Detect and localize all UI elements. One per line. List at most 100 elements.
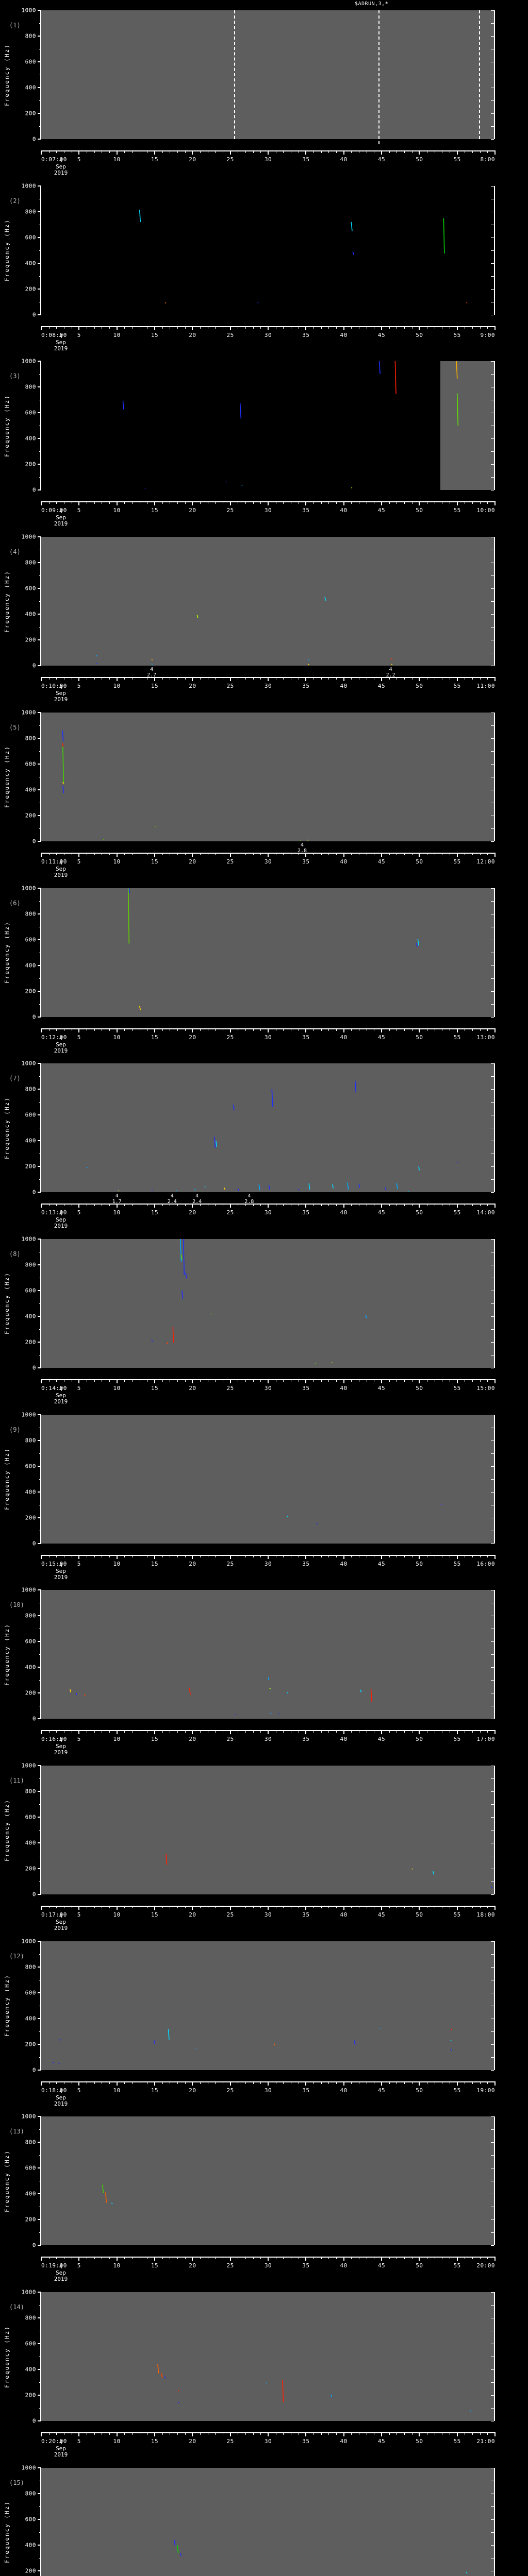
x-minor-tick <box>245 852 246 855</box>
x-minor-tick <box>200 2257 201 2260</box>
detection-trace <box>273 2043 276 2046</box>
y-tick <box>38 2518 41 2520</box>
detection-trace <box>204 1186 206 1188</box>
x-tick <box>229 1204 231 1208</box>
detection-traces <box>102 2184 113 2205</box>
x-tick <box>229 1554 231 1559</box>
detection-trace <box>391 664 393 666</box>
x-tick-label: 15 <box>151 2438 159 2445</box>
x-tick-label: 20 <box>189 156 196 163</box>
y-tick-label: 1000 <box>21 885 36 891</box>
y-tick <box>38 2193 41 2195</box>
x-minor-tick <box>124 1204 125 1207</box>
x-minor-tick <box>200 150 201 153</box>
y-tick <box>38 1667 41 1668</box>
x-tick-label-start: 0:16:00 <box>41 1736 67 1743</box>
x-minor-tick <box>245 150 246 153</box>
y-tick-label: 800 <box>25 1788 36 1795</box>
x-tick-label: 10 <box>113 1033 121 1041</box>
x-tick <box>456 150 458 155</box>
x-tick-label: 25 <box>226 2087 234 2094</box>
x-minor-tick <box>109 1906 110 1908</box>
x-minor-tick <box>48 1554 50 1557</box>
panel-number: (3) <box>9 372 21 380</box>
detection-trace <box>450 2039 452 2041</box>
x-tick <box>268 326 269 330</box>
x-minor-tick <box>389 2432 390 2435</box>
x-tick-label: 15 <box>151 683 159 690</box>
y-tick <box>38 939 41 940</box>
x-tick <box>268 150 269 155</box>
detection-trace <box>84 1694 86 1697</box>
y-tick-label: 1000 <box>21 1586 36 1594</box>
x-tick-label-start: 0:09:00 <box>41 507 67 514</box>
x-minor-tick <box>321 852 322 855</box>
detection-traces <box>287 1503 442 1524</box>
y-tick <box>38 36 41 37</box>
x-tick <box>381 1906 382 1910</box>
y-axis-title: Frequency (Hz) <box>3 1063 10 1192</box>
y-tick-label: 1000 <box>21 2289 36 2296</box>
x-minor-tick <box>253 1730 254 1733</box>
y-tick-label: 400 <box>25 1488 36 1496</box>
x-tick-label: 25 <box>226 331 234 338</box>
date-stamp: 4 Sep 2019 <box>45 2088 76 2107</box>
y-minor-tick <box>39 2129 41 2130</box>
x-minor-tick <box>487 1028 488 1031</box>
detection-traces <box>157 2364 471 2412</box>
x-tick-label: 45 <box>377 1033 386 1041</box>
x-tick <box>419 677 420 682</box>
y-tick <box>38 412 41 414</box>
x-tick <box>494 326 496 330</box>
y-axis-title-text: Frequency (Hz) <box>3 1448 10 1510</box>
x-tick <box>419 852 420 857</box>
date-line-0: 4 <box>59 1210 63 1217</box>
event-marker: 4 2.4 <box>192 1193 202 1205</box>
x-minor-tick <box>336 1730 337 1733</box>
detection-trace <box>96 663 98 665</box>
y-tick-label: 200 <box>25 1514 36 1521</box>
detection-trace <box>332 1184 334 1189</box>
x-tick-label: 30 <box>264 2262 272 2269</box>
y-tick <box>38 1465 41 1467</box>
x-minor-tick <box>480 1730 481 1733</box>
y-tick <box>38 2420 41 2422</box>
date-line-0: 4 <box>59 508 63 515</box>
x-minor-tick <box>404 1204 405 1207</box>
x-tick-label: 30 <box>264 1384 272 1392</box>
x-minor-tick <box>109 150 110 153</box>
y-tick-label: 400 <box>25 260 36 267</box>
date-line-1: Sep <box>56 1743 66 1750</box>
x-tick-label: 10 <box>113 1209 121 1216</box>
event-day: 4 <box>115 1193 119 1199</box>
y-tick <box>38 2018 41 2019</box>
detection-trace <box>139 1006 141 1010</box>
active-region <box>41 888 495 1017</box>
x-tick-label: 50 <box>416 858 423 865</box>
y-tick-label: 200 <box>25 812 36 819</box>
detection-trace <box>189 1688 191 1696</box>
y-minor-tick <box>39 978 41 979</box>
plot-area <box>41 537 495 666</box>
y-tick <box>38 1114 41 1116</box>
x-minor-tick <box>253 1554 254 1557</box>
x-tick-label: 10 <box>113 156 121 163</box>
x-tick <box>41 326 42 330</box>
x-tick <box>78 501 80 506</box>
x-tick <box>305 1379 307 1383</box>
x-minor-tick <box>132 501 133 504</box>
y-minor-tick <box>39 1778 41 1779</box>
date-stamp: 4 Sep 2019 <box>45 1562 76 1581</box>
x-tick-label: 15 <box>151 156 159 163</box>
y-tick <box>38 61 41 62</box>
x-tick-label: 45 <box>377 507 386 514</box>
y-tick <box>38 1063 41 1064</box>
y-minor-tick <box>39 100 41 101</box>
y-axis-spine <box>40 2467 41 2576</box>
y-tick <box>38 438 41 439</box>
x-tick-label: 45 <box>377 1736 386 1743</box>
x-tick-label: 30 <box>264 1911 272 1918</box>
x-minor-tick <box>487 2081 488 2084</box>
y-tick-label: 400 <box>25 611 36 618</box>
x-minor-tick <box>200 1730 201 1733</box>
